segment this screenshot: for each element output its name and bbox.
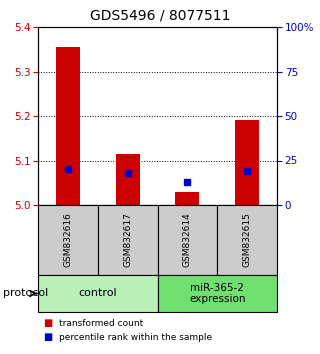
- Text: miR-365-2
expression: miR-365-2 expression: [189, 283, 245, 304]
- Bar: [175, 192, 199, 205]
- Text: GSM832615: GSM832615: [243, 212, 252, 267]
- Text: GDS5496 / 8077511: GDS5496 / 8077511: [90, 9, 230, 23]
- Text: GSM832617: GSM832617: [123, 212, 132, 267]
- Text: GSM832616: GSM832616: [63, 212, 72, 267]
- Text: control: control: [78, 289, 117, 298]
- Text: protocol: protocol: [3, 289, 48, 298]
- Bar: [56, 47, 80, 205]
- Text: percentile rank within the sample: percentile rank within the sample: [59, 332, 212, 342]
- Text: ■: ■: [43, 318, 52, 328]
- Bar: [116, 154, 140, 205]
- Text: transformed count: transformed count: [59, 319, 143, 327]
- Text: GSM832614: GSM832614: [183, 213, 192, 267]
- Text: ■: ■: [43, 332, 52, 342]
- Bar: [235, 120, 259, 205]
